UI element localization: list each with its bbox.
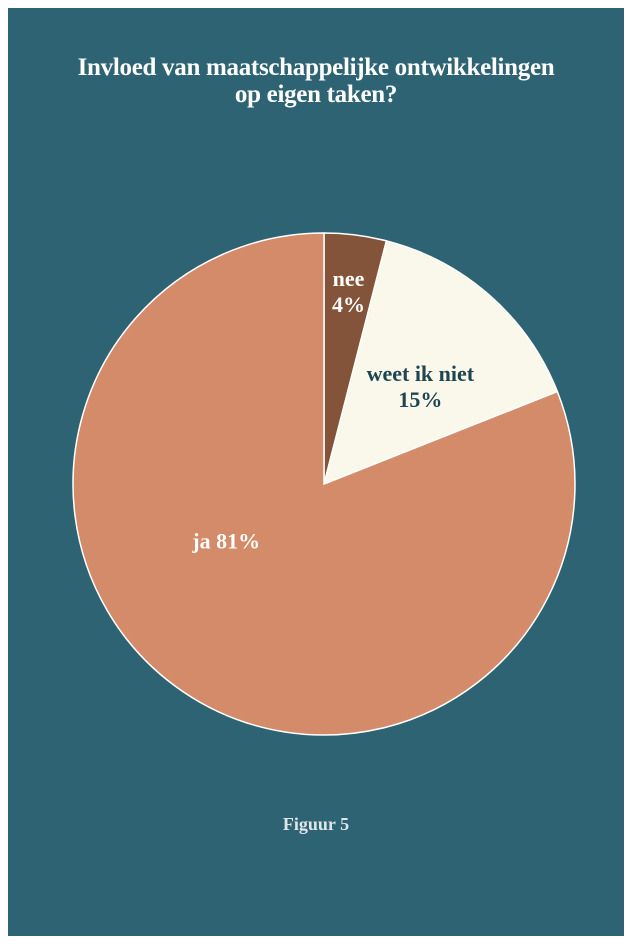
- pie-slice-ja: [72, 232, 576, 736]
- slice-label-nee: nee 4%: [332, 266, 365, 317]
- chart-panel: Invloed van maatschappelijke ontwikkelin…: [8, 8, 624, 936]
- pie-slice-weet-ik-niet: [322, 239, 559, 486]
- figure-caption: Figuur 5: [282, 814, 350, 834]
- slice-label-weet-ik-niet: weet ik niet 15%: [367, 361, 475, 412]
- chart-title: Invloed van maatschappelijke ontwikkelin…: [8, 54, 624, 108]
- chart-title-line-2: op eigen taken?: [234, 81, 398, 108]
- slice-label-ja: ja 81%: [191, 529, 260, 554]
- chart-title-line-1: Invloed van maatschappelijke ontwikkelin…: [77, 54, 555, 81]
- pie-chart: nee 4% weet ik niet 15% ja 81%: [72, 232, 576, 736]
